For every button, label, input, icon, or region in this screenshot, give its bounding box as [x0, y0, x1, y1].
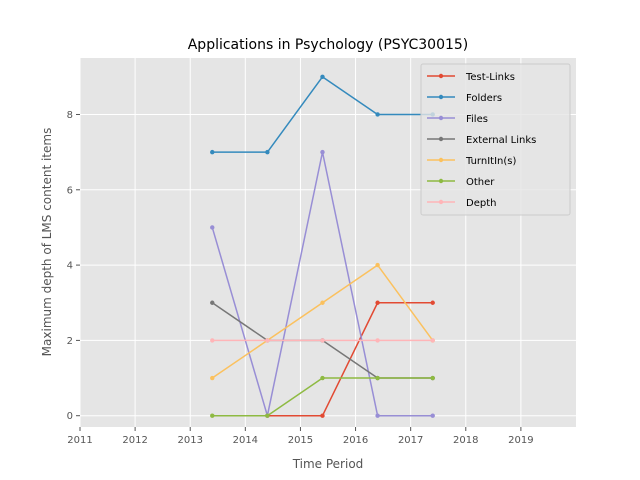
data-point-external-links [210, 300, 215, 305]
legend: Test-Links Folders Files External Links Turn… [420, 63, 571, 216]
legend-label-files: Files [466, 114, 488, 125]
x-axis-label: Time Period [292, 457, 364, 471]
y-tick-label: 0 [67, 411, 73, 422]
x-tick-label: 2011 [67, 435, 92, 446]
data-point-other [320, 375, 325, 381]
x-tick-label: 2014 [233, 435, 258, 446]
x-tick-label: 2017 [398, 435, 423, 446]
data-point-turnitin-s [375, 262, 380, 268]
legend-marker-external-links [438, 136, 444, 142]
x-tick-label: 2012 [122, 435, 147, 446]
data-point-other [265, 413, 270, 418]
legend-label-other: Other [466, 177, 495, 188]
legend-marker-other [438, 178, 444, 184]
legend-label-turnitin-s: TurnItIn(s) [465, 156, 516, 167]
data-point-depth [320, 338, 325, 343]
data-point-test-links [430, 300, 435, 305]
legend-label-folders: Folders [466, 93, 502, 104]
series-other [210, 375, 435, 418]
data-point-files [210, 225, 215, 230]
data-point-depth [430, 338, 435, 343]
x-tick-label: 2015 [288, 435, 313, 446]
legend-label-depth: Depth [466, 198, 496, 209]
x-tick-label: 2018 [453, 435, 478, 446]
data-point-turnitin-s [210, 375, 215, 381]
legend-marker-test-links [438, 73, 444, 79]
y-tick-label: 2 [67, 336, 73, 347]
legend-label-external-links: External Links [466, 135, 536, 146]
data-point-test-links [320, 413, 325, 418]
data-point-test-links [375, 300, 380, 305]
data-point-other [375, 375, 380, 381]
data-point-folders [375, 112, 380, 117]
y-tick-label: 4 [67, 261, 73, 272]
data-point-depth [210, 338, 215, 343]
x-tick-label: 2013 [177, 435, 202, 446]
series-depth [210, 338, 435, 343]
data-point-files [375, 413, 380, 418]
data-point-files [320, 149, 325, 155]
data-point-folders [320, 74, 325, 80]
x-tick-label: 2019 [508, 435, 533, 446]
x-axis-ticks: 2011 2012 2013 2014 2015 2016 2017 2018 2019 [67, 427, 534, 446]
y-tick-label: 6 [67, 185, 73, 196]
series-layer [210, 74, 435, 418]
data-point-depth [375, 338, 380, 343]
y-axis-ticks: 0 2 4 6 8 [67, 110, 80, 422]
x-tick-label: 2016 [343, 435, 368, 446]
legend-marker-depth [438, 199, 444, 205]
data-point-folders [265, 149, 270, 155]
legend-marker-files [438, 115, 444, 121]
legend-box [420, 63, 571, 216]
chart-title: Applications in Psychology (PSYC30015) [188, 37, 469, 53]
data-point-other [430, 375, 435, 381]
y-tick-label: 8 [67, 110, 73, 121]
data-point-other [210, 413, 215, 418]
legend-label-test-links: Test-Links [465, 72, 515, 83]
data-point-turnitin-s [320, 300, 325, 305]
y-axis-label: Maximum depth of LMS content items [40, 128, 54, 357]
data-point-files [430, 413, 435, 418]
data-point-folders [210, 149, 215, 155]
legend-marker-turnitin-s [438, 157, 444, 163]
data-point-depth [265, 338, 270, 343]
legend-marker-folders [438, 94, 444, 100]
